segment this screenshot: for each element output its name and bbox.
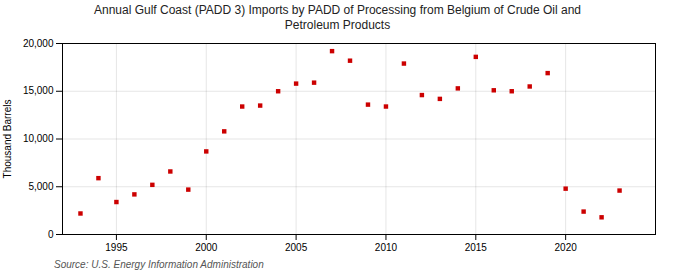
svg-text:2020: 2020 [555, 242, 578, 253]
svg-text:10,000: 10,000 [23, 133, 54, 144]
svg-text:15,000: 15,000 [23, 85, 54, 96]
svg-text:20,000: 20,000 [23, 38, 54, 49]
html-text:Source: U.S. Energy Informatio: Source: U.S. Energy Information Administ… [54, 259, 264, 270]
svg-text:5,000: 5,000 [28, 181, 53, 192]
svg-text:1995: 1995 [105, 242, 128, 253]
html-text:Annual Gulf Coast (PADD 3) Imp: Annual Gulf Coast (PADD 3) Imports by PA… [94, 3, 581, 17]
svg-text:2015: 2015 [465, 242, 488, 253]
svg-text:Thousand Barrels: Thousand Barrels [2, 100, 13, 179]
svg-text:2000: 2000 [195, 242, 218, 253]
html-text:Petroleum Products: Petroleum Products [284, 18, 391, 32]
svg-text:2010: 2010 [375, 242, 398, 253]
svg-text:0: 0 [48, 229, 54, 240]
svg-text:2005: 2005 [285, 242, 308, 253]
